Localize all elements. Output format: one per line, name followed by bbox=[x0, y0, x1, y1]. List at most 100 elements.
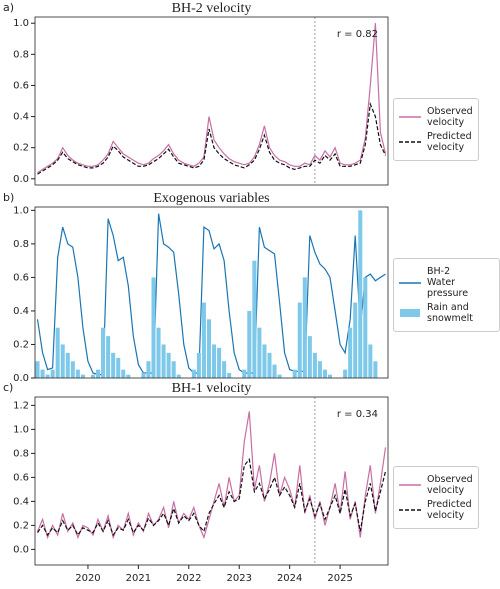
bar bbox=[302, 277, 307, 378]
bar bbox=[50, 369, 55, 378]
bar bbox=[96, 369, 101, 378]
bar bbox=[206, 319, 211, 378]
panel-label: b) bbox=[3, 191, 14, 204]
series-line bbox=[37, 457, 387, 537]
legend-label: Predicted velocity bbox=[427, 131, 472, 153]
legend-label: Predicted velocity bbox=[427, 499, 472, 521]
bar bbox=[196, 352, 201, 378]
bar bbox=[217, 347, 222, 378]
bar bbox=[146, 361, 151, 378]
legend-mark bbox=[400, 309, 420, 317]
bar bbox=[156, 327, 161, 378]
legend-label: BH-2 Water pressure bbox=[427, 266, 469, 299]
bar bbox=[322, 369, 327, 378]
bar bbox=[277, 374, 282, 378]
y-tick-label: 1.0 bbox=[13, 18, 29, 29]
axes-frame bbox=[34, 206, 389, 379]
bar bbox=[161, 344, 166, 378]
y-tick-label: 0.2 bbox=[13, 520, 29, 531]
chart-title: BH-1 velocity bbox=[172, 381, 252, 396]
bar bbox=[212, 344, 217, 378]
axes-frame bbox=[34, 16, 389, 186]
bar bbox=[201, 302, 206, 378]
legend-item: Observed velocity bbox=[399, 474, 473, 496]
bar bbox=[353, 302, 358, 378]
y-tick-label: 1.0 bbox=[13, 424, 29, 435]
y-tick-label: 0.4 bbox=[13, 112, 29, 123]
y-tick-label: 0.6 bbox=[13, 272, 29, 283]
bar bbox=[45, 374, 50, 378]
bar bbox=[166, 352, 171, 378]
bar bbox=[363, 277, 368, 378]
axes-frame bbox=[34, 396, 389, 566]
bar bbox=[312, 352, 317, 378]
y-tick-label: 0.0 bbox=[13, 544, 29, 555]
y-tick-label: 0.4 bbox=[13, 496, 29, 507]
bar bbox=[126, 374, 131, 378]
bar bbox=[307, 336, 312, 378]
legend-swatch bbox=[399, 116, 421, 118]
chart-title: BH-2 velocity bbox=[172, 1, 252, 16]
legend-label: Rain and snowmelt bbox=[427, 302, 474, 324]
x-tick-label: 2020 bbox=[75, 573, 100, 584]
bar bbox=[257, 327, 262, 378]
bar bbox=[292, 369, 297, 378]
legend-swatch bbox=[399, 141, 421, 143]
y-tick-label: 1.2 bbox=[13, 400, 29, 411]
y-tick-label: 0.2 bbox=[13, 143, 29, 154]
y-tick-label: 0.8 bbox=[13, 239, 29, 250]
bar bbox=[191, 369, 196, 378]
legend-item: Predicted velocity bbox=[399, 499, 473, 521]
y-tick-label: 0.4 bbox=[13, 306, 29, 317]
series-line bbox=[36, 213, 386, 376]
bar bbox=[106, 336, 111, 378]
y-tick-label: 0.8 bbox=[13, 448, 29, 459]
plot-area bbox=[35, 210, 386, 378]
legend: Observed velocity Predicted velocity bbox=[393, 98, 479, 161]
annotation: r = 0.34 bbox=[337, 409, 378, 420]
legend-label: Observed velocity bbox=[427, 106, 473, 128]
bar bbox=[262, 344, 267, 378]
bar bbox=[358, 210, 363, 378]
bar bbox=[242, 369, 247, 378]
legend-swatch bbox=[399, 281, 421, 284]
plot-area bbox=[37, 23, 387, 175]
x-tick-label: 2021 bbox=[126, 573, 151, 584]
bar bbox=[227, 372, 232, 378]
bar bbox=[75, 369, 80, 378]
bar bbox=[116, 357, 121, 378]
series-line bbox=[37, 23, 387, 174]
bar bbox=[55, 327, 60, 378]
y-tick-label: 0.8 bbox=[13, 49, 29, 60]
bar bbox=[40, 369, 45, 378]
x-tick-label: 2022 bbox=[176, 573, 201, 584]
bar bbox=[171, 361, 176, 378]
bar bbox=[373, 361, 378, 378]
bar bbox=[60, 344, 65, 378]
bar bbox=[35, 361, 40, 378]
bar bbox=[151, 277, 156, 378]
bar bbox=[222, 361, 227, 378]
bar bbox=[317, 361, 322, 378]
bar bbox=[65, 352, 70, 378]
bar bbox=[70, 361, 75, 378]
bar bbox=[121, 369, 126, 378]
x-tick-label: 2023 bbox=[227, 573, 252, 584]
bar bbox=[368, 344, 373, 378]
bar bbox=[327, 374, 333, 378]
bar bbox=[348, 327, 353, 378]
bar bbox=[252, 260, 257, 378]
bar bbox=[297, 302, 302, 378]
panel-label: a) bbox=[3, 1, 14, 14]
x-tick-label: 2025 bbox=[327, 573, 352, 584]
bar bbox=[101, 327, 106, 378]
bar bbox=[247, 310, 252, 378]
legend-swatch bbox=[400, 309, 420, 317]
y-tick-label: 0.6 bbox=[13, 80, 29, 91]
y-tick-label: 0.2 bbox=[13, 339, 29, 350]
y-tick-label: 0.0 bbox=[13, 174, 29, 185]
y-tick-label: 0.0 bbox=[13, 373, 29, 384]
x-tick-label: 2024 bbox=[277, 573, 302, 584]
